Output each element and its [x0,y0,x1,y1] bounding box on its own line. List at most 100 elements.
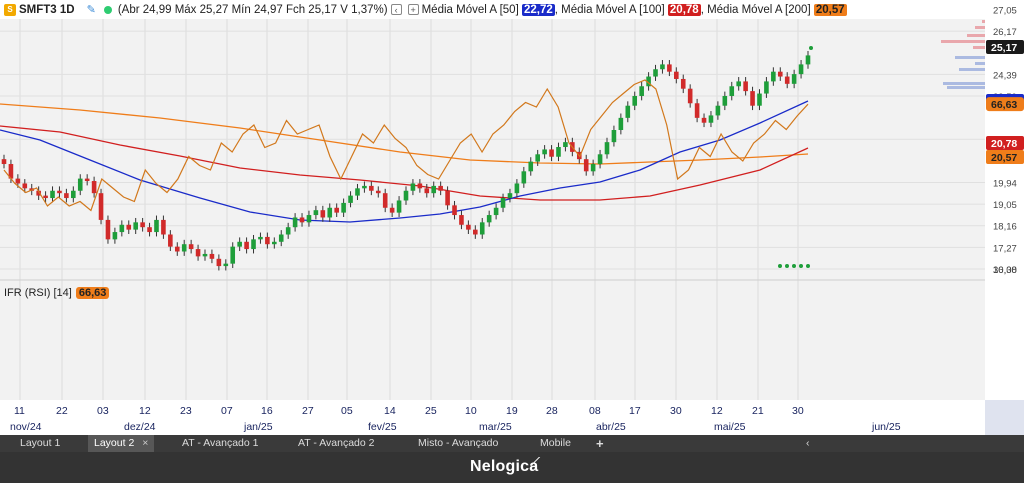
price-tick: 19,94 [993,178,1017,189]
candle-body [147,227,152,233]
time-tick-day: 17 [629,405,641,417]
time-tick-month: dez/24 [124,421,156,433]
time-tick-month: jun/25 [871,421,901,433]
price-marker-label: 20,78 [991,138,1017,150]
chevron-left-icon[interactable]: ‹ [806,437,810,449]
candle-body [680,78,686,89]
axis-corner [985,400,1024,435]
candle-body [8,164,14,179]
ma-legend-label-2: , Média Móvel A [200] [700,3,814,16]
candle-body [216,258,222,267]
volume-profile-bar [947,86,985,89]
rsi-marker-label: 66,63 [991,99,1017,111]
tab-label: + [596,436,604,451]
candle-body [168,234,173,247]
candle-body [611,130,617,143]
tab-layout-1[interactable]: Layout 1 [14,435,66,452]
plot-background [0,0,985,400]
tab-at-avan-ado-2[interactable]: AT - Avançado 2 [292,435,380,452]
candle-body [258,236,263,240]
candle-body [556,147,561,157]
candle-body [77,178,83,191]
candle-body [251,239,256,250]
candle-body [667,64,672,72]
candle-body [639,86,644,96]
tab--[interactable]: + [590,435,610,452]
ma-legend-value-1: 20,78 [667,3,701,16]
time-tick-day: 28 [546,405,558,417]
candle-body [181,244,187,252]
candle-body [1,159,7,165]
candle-body [50,190,55,199]
time-tick-day: 19 [506,405,518,417]
time-tick-day: 08 [589,405,601,417]
candle-body [486,215,492,223]
time-tick-day: 12 [711,405,723,417]
tab-label: AT - Avançado 2 [298,437,375,449]
candle-body [223,263,229,267]
candle-body [535,154,540,162]
candle-body [202,253,208,257]
candle-body [805,55,811,65]
collapse-icon[interactable]: ‹ [390,4,402,15]
candle-body [71,190,76,199]
candle-body [292,217,298,228]
candle-body [791,74,797,84]
candle-body [161,219,166,235]
ma-legend-label-0: Média Móvel A [50] [421,3,522,16]
candle-body [382,193,388,208]
time-tick-day: 14 [384,405,396,417]
candle-body [764,81,769,94]
add-indicator-button[interactable]: + [407,4,419,15]
candle-body [459,215,464,225]
candle-body [660,64,665,70]
price-axis-background [985,0,1024,435]
tab-mobile[interactable]: Mobile [534,435,577,452]
candle-body [22,183,28,189]
signal-dot [809,46,813,50]
candle-body [743,81,748,92]
signal-dot [785,264,789,268]
rsi-label: IFR (RSI) [14] [4,287,72,299]
settings-icon[interactable]: ✎ [86,4,96,16]
candle-body [299,217,305,223]
candle-body [417,183,423,189]
tab-at-avan-ado-1[interactable]: AT - Avançado 1 [176,435,264,452]
candle-body [15,178,21,184]
rsi-marker-bg [986,97,1024,112]
candle-body [493,207,499,216]
candle-body [438,185,443,191]
time-tick-month: mai/25 [714,421,746,433]
volume-profile-bar [973,46,985,49]
candle-body [403,190,409,201]
time-tick-month: nov/24 [10,421,42,433]
tab-layout-2[interactable]: Layout 2 × [88,435,155,452]
candle-body [632,95,638,106]
candle-body [57,190,62,194]
candle-body [154,219,159,233]
candle-body [410,183,416,191]
candle-body [244,241,249,250]
candle-body [590,164,596,172]
candle-body [646,76,651,87]
ticker-label[interactable]: SMFT3 1D [19,3,75,16]
price-tick: 19,05 [993,200,1017,211]
rsi-legend: IFR (RSI) [14] 66,63 [4,287,110,299]
candle-body [119,224,125,233]
candle-body [618,117,624,131]
candle-body [389,207,395,213]
candle-body [777,71,783,77]
time-tick-month: fev/25 [368,421,397,433]
candle-body [500,198,506,208]
price-marker-label: 25,17 [991,42,1017,54]
candle-body [91,181,97,194]
close-tab-icon[interactable]: × [142,437,149,449]
volume-profile-bar [975,62,985,65]
tab-misto-avan-ado[interactable]: Misto - Avançado [412,435,504,452]
candle-body [140,222,145,228]
candle-body [473,229,478,235]
candle-body [126,224,132,230]
candle-body [195,249,201,257]
candle-body [597,154,603,165]
